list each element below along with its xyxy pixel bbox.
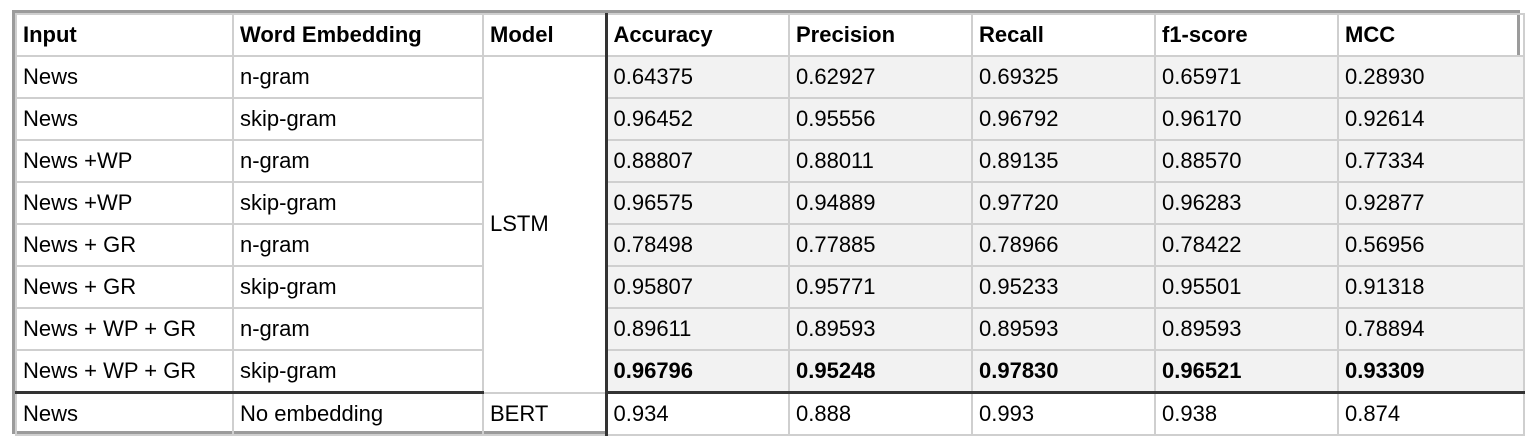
recall-cell: 0.89135: [971, 139, 1156, 183]
embedding-cell: No embedding: [232, 391, 484, 436]
results-table-container: Input Word Embedding Model Accuracy Prec…: [12, 10, 1525, 436]
header-accuracy: Accuracy: [604, 13, 790, 57]
input-cell: News + WP + GR: [15, 307, 234, 351]
embedding-cell: n-gram: [232, 139, 484, 183]
embedding-cell: n-gram: [232, 307, 484, 351]
table-row: News +WP n-gram 0.88807 0.88011 0.89135 …: [15, 139, 1525, 183]
input-cell: News: [15, 97, 234, 141]
header-f1-score: f1-score: [1154, 13, 1339, 57]
mcc-cell: 0.56956: [1337, 223, 1525, 267]
mcc-cell: 0.92877: [1337, 181, 1525, 225]
precision-cell: 0.89593: [788, 307, 973, 351]
accuracy-cell: 0.934: [604, 391, 790, 436]
mcc-cell: 0.91318: [1337, 265, 1525, 309]
table-row: News + WP + GR n-gram 0.89611 0.89593 0.…: [15, 307, 1525, 351]
embedding-cell: skip-gram: [232, 97, 484, 141]
table-row: News +WP skip-gram 0.96575 0.94889 0.977…: [15, 181, 1525, 225]
model-cell-lstm: LSTM: [482, 55, 607, 394]
precision-cell: 0.77885: [788, 223, 973, 267]
precision-cell: 0.62927: [788, 55, 973, 99]
precision-cell: 0.95248: [788, 349, 973, 394]
f1-score-cell: 0.88570: [1154, 139, 1339, 183]
input-cell: News + GR: [15, 265, 234, 309]
f1-score-cell: 0.95501: [1154, 265, 1339, 309]
recall-cell: 0.95233: [971, 265, 1156, 309]
embedding-cell: skip-gram: [232, 181, 484, 225]
input-cell: News +WP: [15, 139, 234, 183]
recall-cell: 0.97720: [971, 181, 1156, 225]
accuracy-cell: 0.96575: [604, 181, 790, 225]
mcc-cell: 0.93309: [1337, 349, 1525, 394]
embedding-cell: skip-gram: [232, 265, 484, 309]
table-row: News + GR n-gram 0.78498 0.77885 0.78966…: [15, 223, 1525, 267]
f1-score-cell: 0.938: [1154, 391, 1339, 436]
accuracy-cell: 0.95807: [604, 265, 790, 309]
recall-cell: 0.97830: [971, 349, 1156, 394]
table-row: News n-gram LSTM 0.64375 0.62927 0.69325…: [15, 55, 1525, 394]
accuracy-cell: 0.78498: [604, 223, 790, 267]
f1-score-cell: 0.96170: [1154, 97, 1339, 141]
f1-score-cell: 0.78422: [1154, 223, 1339, 267]
input-cell: News +WP: [15, 181, 234, 225]
f1-score-cell: 0.89593: [1154, 307, 1339, 351]
header-word-embedding: Word Embedding: [232, 13, 484, 57]
accuracy-cell: 0.96452: [604, 97, 790, 141]
results-table: Input Word Embedding Model Accuracy Prec…: [15, 13, 1525, 436]
model-cell-bert: BERT: [482, 391, 607, 436]
precision-cell: 0.94889: [788, 181, 973, 225]
accuracy-cell: 0.96796: [604, 349, 790, 394]
precision-cell: 0.95556: [788, 97, 973, 141]
mcc-cell: 0.92614: [1337, 97, 1525, 141]
input-cell: News + GR: [15, 223, 234, 267]
header-recall: Recall: [971, 13, 1156, 57]
accuracy-cell: 0.89611: [604, 307, 790, 351]
header-precision: Precision: [788, 13, 973, 57]
precision-cell: 0.95771: [788, 265, 973, 309]
accuracy-cell: 0.64375: [604, 55, 790, 99]
input-cell: News + WP + GR: [15, 349, 234, 394]
header-mcc: MCC: [1337, 13, 1525, 57]
precision-cell: 0.888: [788, 391, 973, 436]
mcc-cell: 0.874: [1337, 391, 1525, 436]
embedding-cell: skip-gram: [232, 349, 484, 394]
mcc-cell: 0.78894: [1337, 307, 1525, 351]
header-row: Input Word Embedding Model Accuracy Prec…: [15, 13, 1525, 57]
table-row-best: News + WP + GR skip-gram 0.96796 0.95248…: [15, 349, 1525, 394]
header-model: Model: [482, 13, 607, 57]
f1-score-cell: 0.96521: [1154, 349, 1339, 394]
table-row: News skip-gram 0.96452 0.95556 0.96792 0…: [15, 97, 1525, 141]
mcc-cell: 0.28930: [1337, 55, 1525, 99]
mcc-cell: 0.77334: [1337, 139, 1525, 183]
f1-score-cell: 0.96283: [1154, 181, 1339, 225]
header-input: Input: [15, 13, 234, 57]
f1-score-cell: 0.65971: [1154, 55, 1339, 99]
precision-cell: 0.88011: [788, 139, 973, 183]
recall-cell: 0.993: [971, 391, 1156, 436]
input-cell: News: [15, 55, 234, 99]
input-cell: News: [15, 391, 234, 436]
table-row-bert: News No embedding BERT 0.934 0.888 0.993…: [15, 391, 1525, 436]
recall-cell: 0.78966: [971, 223, 1156, 267]
embedding-cell: n-gram: [232, 223, 484, 267]
recall-cell: 0.89593: [971, 307, 1156, 351]
table-row: News + GR skip-gram 0.95807 0.95771 0.95…: [15, 265, 1525, 309]
recall-cell: 0.96792: [971, 97, 1156, 141]
recall-cell: 0.69325: [971, 55, 1156, 99]
accuracy-cell: 0.88807: [604, 139, 790, 183]
embedding-cell: n-gram: [232, 55, 484, 99]
